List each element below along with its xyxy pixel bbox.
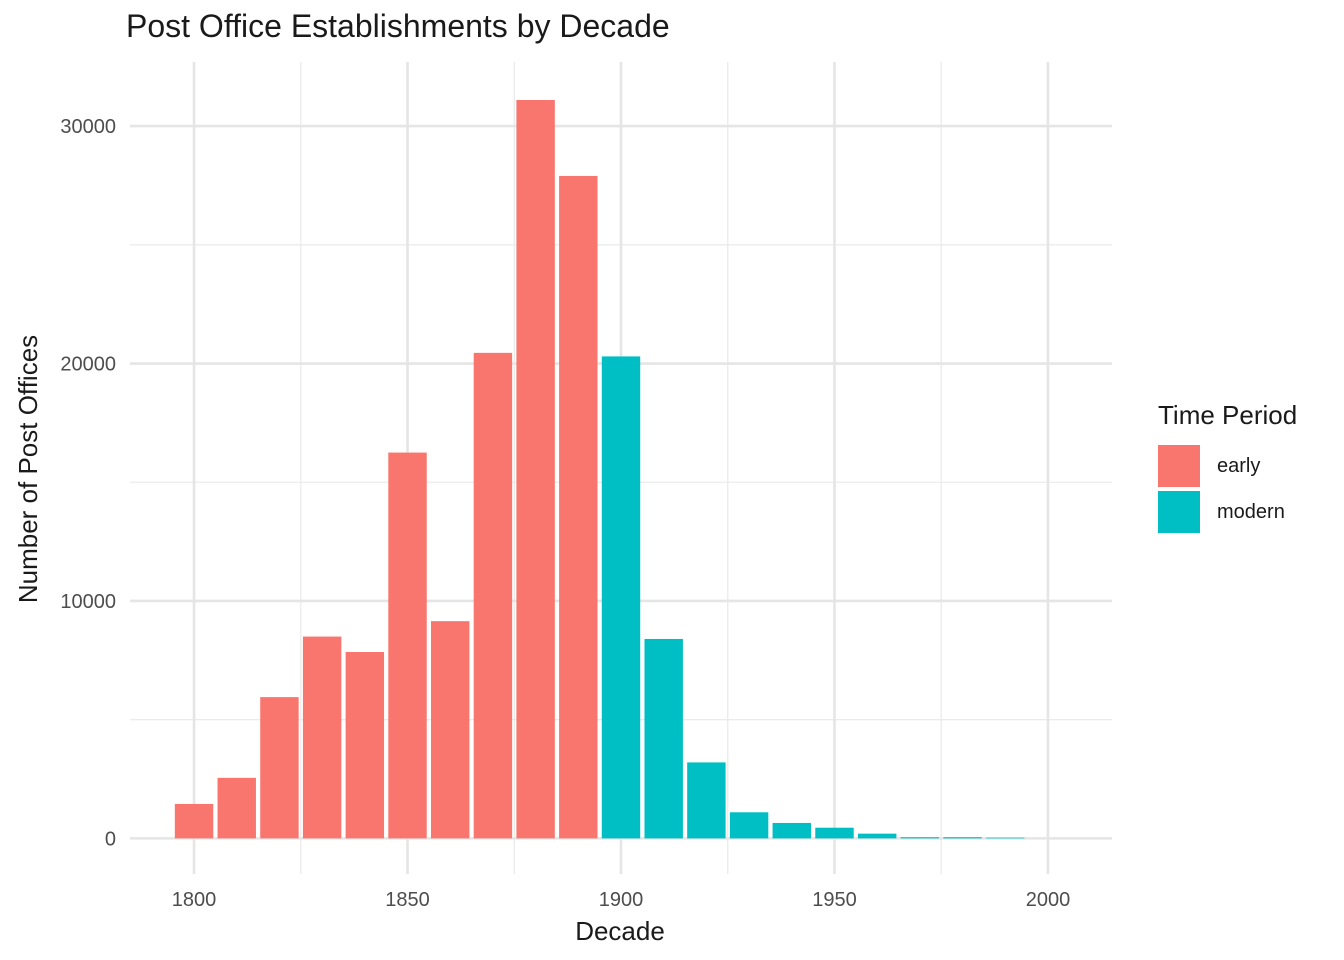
bar-1890 bbox=[559, 175, 598, 839]
y-tick-label: 20000 bbox=[60, 354, 116, 376]
bar-1820 bbox=[260, 697, 299, 839]
bar-1920 bbox=[687, 762, 726, 839]
x-tick-label: 1850 bbox=[385, 889, 430, 911]
legend: Time Period early modern bbox=[1158, 400, 1297, 535]
bar-1900 bbox=[601, 356, 641, 839]
bar-1960 bbox=[857, 833, 897, 839]
bar-1830 bbox=[302, 636, 342, 839]
bar-1840 bbox=[345, 652, 385, 839]
bar-1860 bbox=[431, 621, 470, 839]
y-tick-label: 0 bbox=[105, 828, 116, 850]
x-tick-labels: 1800 1850 1900 1950 2000 bbox=[172, 889, 1070, 911]
bar-1870 bbox=[473, 352, 513, 839]
bar-1980 bbox=[943, 837, 982, 839]
bars bbox=[174, 99, 1025, 839]
y-tick-labels: 0 10000 20000 30000 bbox=[60, 116, 116, 850]
bar-1930 bbox=[729, 812, 769, 839]
legend-swatch-early bbox=[1158, 445, 1200, 487]
legend-title: Time Period bbox=[1158, 400, 1298, 430]
bar-1910 bbox=[644, 638, 683, 839]
bar-1970 bbox=[900, 837, 940, 839]
legend-item-modern: modern bbox=[1158, 489, 1297, 535]
legend-label-early: early bbox=[1217, 454, 1261, 477]
bar-1990 bbox=[986, 837, 1025, 839]
bar-1880 bbox=[516, 99, 555, 839]
x-tick-label: 2000 bbox=[1026, 889, 1071, 911]
legend-swatch-modern bbox=[1158, 491, 1200, 533]
y-tick-label: 30000 bbox=[60, 116, 116, 138]
legend-label-modern: modern bbox=[1217, 500, 1285, 523]
bar-1810 bbox=[217, 777, 256, 839]
x-tick-label: 1950 bbox=[812, 889, 857, 911]
y-axis-label: Number of Post Offices bbox=[13, 335, 43, 603]
chart-title: Post Office Establishments by Decade bbox=[126, 8, 670, 44]
bar-1940 bbox=[772, 822, 811, 839]
x-axis-label: Decade bbox=[575, 916, 665, 946]
x-tick-label: 1800 bbox=[172, 889, 217, 911]
bar-1950 bbox=[815, 827, 854, 839]
x-tick-label: 1900 bbox=[599, 889, 644, 911]
bar-1850 bbox=[388, 452, 427, 839]
y-tick-label: 10000 bbox=[60, 591, 116, 613]
legend-item-early: early bbox=[1158, 443, 1297, 489]
bar-1800 bbox=[174, 803, 214, 839]
